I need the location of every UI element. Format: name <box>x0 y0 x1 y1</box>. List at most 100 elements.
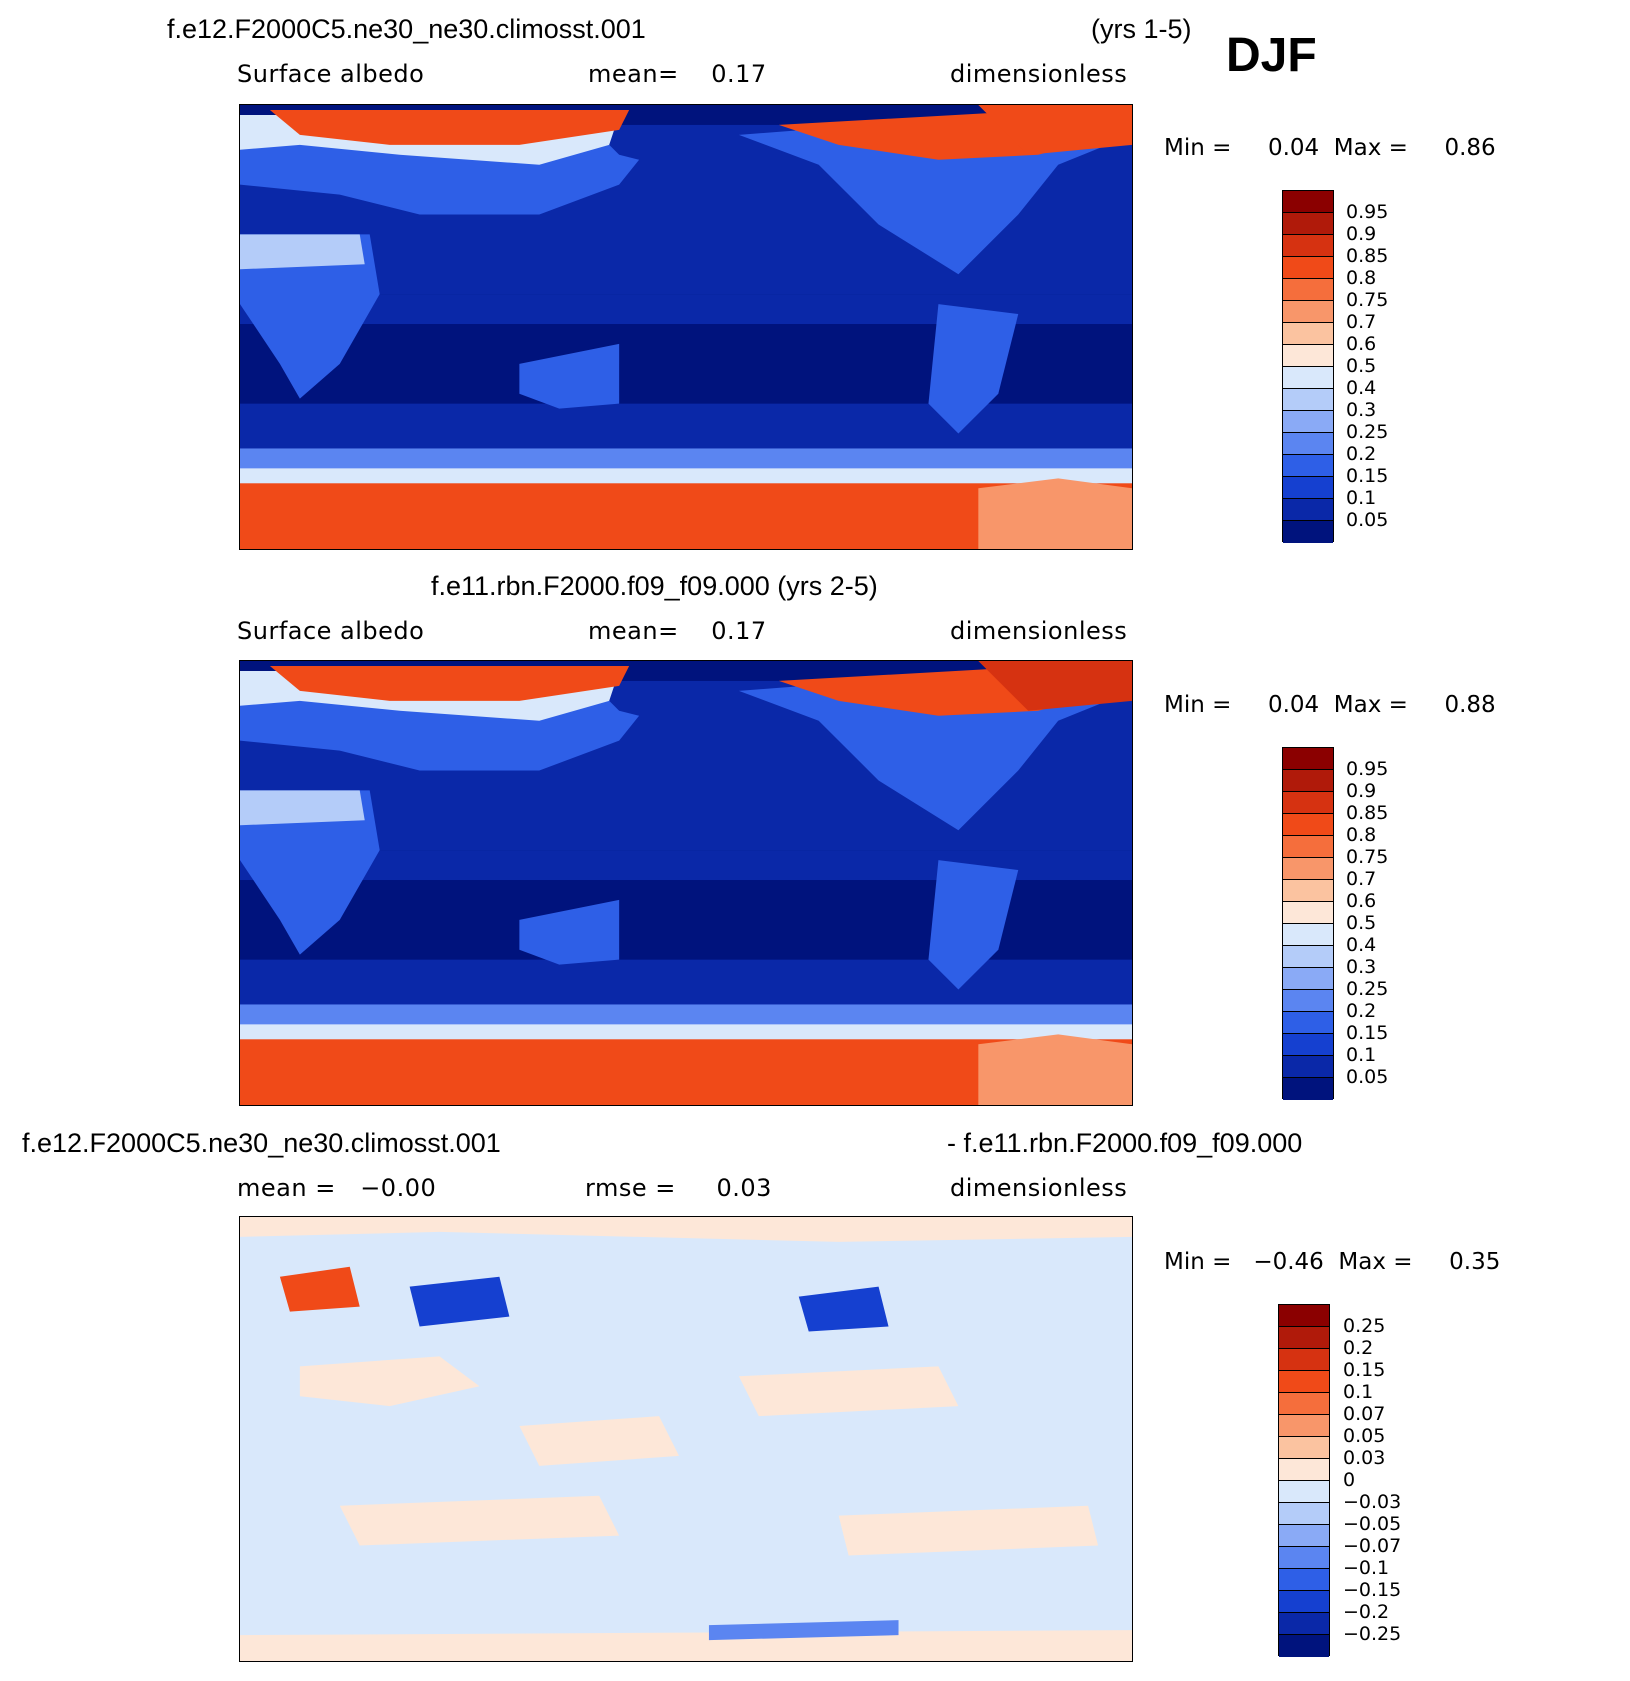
swatch <box>1283 279 1333 301</box>
panel1-cbar-label: 0.85 <box>1346 245 1389 267</box>
panel1-variable: Surface albedo <box>237 60 425 88</box>
swatch <box>1283 880 1333 902</box>
swatch <box>1283 1078 1333 1100</box>
panel1-cbar-label: 0.7 <box>1346 311 1377 333</box>
panel2-cbar-label: 0.95 <box>1346 758 1389 780</box>
panel2-cbar-label: 0.1 <box>1346 1044 1377 1066</box>
panel1-cbar-label: 0.05 <box>1346 509 1389 531</box>
swatch <box>1279 1437 1329 1459</box>
panel3-cbar-label: 0.03 <box>1343 1447 1386 1469</box>
swatch <box>1283 213 1333 235</box>
swatch <box>1283 748 1333 770</box>
panel3-cbar-label: −0.1 <box>1343 1557 1390 1579</box>
panel3-units: dimensionless <box>950 1174 1128 1202</box>
panel1-cbar-label: 0.1 <box>1346 487 1377 509</box>
panel3-cbar-label: 0.07 <box>1343 1403 1386 1425</box>
panel1-years: (yrs 1-5) <box>1091 14 1192 44</box>
swatch <box>1283 257 1333 279</box>
swatch <box>1283 191 1333 213</box>
panel3-cbar-label: 0.05 <box>1343 1425 1386 1447</box>
panel3-cbar-label: 0 <box>1343 1469 1356 1491</box>
swatch <box>1279 1327 1329 1349</box>
panel2-cbar-label: 0.05 <box>1346 1066 1389 1088</box>
panel2-colorbar <box>1282 747 1334 1100</box>
swatch <box>1283 455 1333 477</box>
swatch <box>1283 770 1333 792</box>
panel3-rmse: rmse = 0.03 <box>585 1174 772 1202</box>
swatch <box>1279 1613 1329 1635</box>
swatch <box>1283 389 1333 411</box>
panel2-cbar-label: 0.6 <box>1346 890 1377 912</box>
panel3-cbar-label: −0.25 <box>1343 1623 1402 1645</box>
panel3-cbar-label: −0.15 <box>1343 1579 1402 1601</box>
panel1-cbar-label: 0.2 <box>1346 443 1377 465</box>
panel2-minmax: Min = 0.04 Max = 0.88 <box>1164 692 1496 718</box>
swatch <box>1283 1034 1333 1056</box>
swatch <box>1279 1305 1329 1327</box>
panel2-units: dimensionless <box>950 617 1128 645</box>
panel3-cbar-label: 0.15 <box>1343 1359 1386 1381</box>
swatch <box>1283 924 1333 946</box>
panel1-units: dimensionless <box>950 60 1128 88</box>
swatch <box>1283 477 1333 499</box>
panel1-cbar-label: 0.15 <box>1346 465 1389 487</box>
panel3-cbar-label: −0.03 <box>1343 1491 1402 1513</box>
season-label: DJF <box>1226 29 1317 82</box>
panel3-minmax: Min = −0.46 Max = 0.35 <box>1164 1249 1501 1275</box>
panel3-title: f.e12.F2000C5.ne30_ne30.climosst.001 <box>22 1128 501 1158</box>
panel1-cbar-label: 0.3 <box>1346 399 1377 421</box>
swatch <box>1283 990 1333 1012</box>
swatch <box>1283 499 1333 521</box>
panel1-cbar-label: 0.75 <box>1346 289 1389 311</box>
swatch <box>1279 1591 1329 1613</box>
panel3-cbar-label: −0.05 <box>1343 1513 1402 1535</box>
panel2-cbar-label: 0.2 <box>1346 1000 1377 1022</box>
swatch <box>1283 411 1333 433</box>
swatch <box>1283 968 1333 990</box>
panel2-cbar-label: 0.75 <box>1346 846 1389 868</box>
panel3-colorbar <box>1278 1304 1330 1657</box>
panel1-cbar-label: 0.6 <box>1346 333 1377 355</box>
panel2-cbar-label: 0.85 <box>1346 802 1389 824</box>
swatch <box>1283 301 1333 323</box>
panel1-cbar-label: 0.8 <box>1346 267 1377 289</box>
swatch <box>1279 1393 1329 1415</box>
panel3-mean: mean = −0.00 <box>237 1174 437 1202</box>
panel3-cbar-label: 0.1 <box>1343 1381 1374 1403</box>
swatch <box>1279 1415 1329 1437</box>
swatch <box>1279 1459 1329 1481</box>
swatch <box>1279 1481 1329 1503</box>
panel3-cbar-label: −0.07 <box>1343 1535 1402 1557</box>
panel1-cbar-label: 0.25 <box>1346 421 1389 443</box>
panel2-cbar-label: 0.5 <box>1346 912 1377 934</box>
swatch <box>1283 433 1333 455</box>
panel2-cbar-label: 0.4 <box>1346 934 1377 956</box>
swatch <box>1283 345 1333 367</box>
panel1-minmax: Min = 0.04 Max = 0.86 <box>1164 135 1496 161</box>
panel1-cbar-label: 0.5 <box>1346 355 1377 377</box>
panel3-title-right: - f.e11.rbn.F2000.f09_f09.000 <box>947 1128 1303 1158</box>
panel1-mean: mean= 0.17 <box>588 60 767 88</box>
panel2-mean: mean= 0.17 <box>588 617 767 645</box>
panel2-variable: Surface albedo <box>237 617 425 645</box>
swatch <box>1283 1056 1333 1078</box>
panel2-cbar-label: 0.3 <box>1346 956 1377 978</box>
panel3-map-svg <box>240 1217 1132 1661</box>
panel2-cbar-label: 0.25 <box>1346 978 1389 1000</box>
swatch <box>1283 902 1333 924</box>
panel2-cbar-label: 0.8 <box>1346 824 1377 846</box>
swatch <box>1283 836 1333 858</box>
panel1-cbar-label: 0.9 <box>1346 223 1377 245</box>
swatch <box>1283 521 1333 543</box>
panel3-cbar-label: −0.2 <box>1343 1601 1390 1623</box>
swatch <box>1279 1371 1329 1393</box>
panel3-cbar-label: 0.2 <box>1343 1337 1374 1359</box>
swatch <box>1283 235 1333 257</box>
swatch <box>1279 1569 1329 1591</box>
panel2-map-svg <box>240 661 1132 1105</box>
panel1-title: f.e12.F2000C5.ne30_ne30.climosst.001 <box>167 14 646 44</box>
swatch <box>1283 367 1333 389</box>
panel2-cbar-label: 0.7 <box>1346 868 1377 890</box>
panel3-cbar-label: 0.25 <box>1343 1315 1386 1337</box>
swatch <box>1283 323 1333 345</box>
